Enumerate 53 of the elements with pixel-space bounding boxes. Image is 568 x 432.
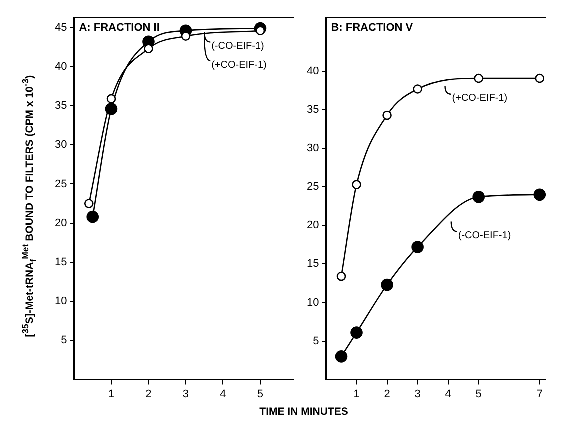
x-tick-label: 5: [257, 388, 264, 400]
x-tick-label: 7: [536, 388, 543, 400]
x-tick-label: 4: [220, 388, 226, 400]
legend-label: (+CO-EIF-1): [452, 93, 508, 104]
point: [474, 74, 484, 84]
point: [534, 188, 546, 201]
legend-label: (+CO-EIF-1): [212, 60, 267, 71]
y-tick-label: 30: [54, 139, 68, 152]
x-tick-label: 3: [414, 388, 421, 400]
point: [412, 241, 424, 254]
x-tick-label: 2: [384, 388, 390, 400]
x-tick-label: 1: [354, 388, 360, 400]
x-tick-label: 5: [476, 388, 482, 400]
x-tick-label: 1: [108, 388, 115, 400]
y-tick-label: 5: [61, 334, 68, 347]
point: [535, 74, 545, 84]
x-axis-title: TIME IN MINUTES: [258, 406, 350, 418]
point: [256, 26, 266, 36]
y-tick-label: 20: [306, 220, 320, 232]
point: [84, 199, 94, 208]
point: [106, 94, 116, 104]
y-tick-label: 35: [54, 100, 68, 112]
point: [352, 180, 362, 190]
point: [86, 210, 100, 224]
legend-label: (-CO-EIF-1): [212, 41, 264, 52]
point: [144, 44, 154, 54]
y-tick-label: 40: [306, 66, 320, 78]
point: [382, 110, 392, 120]
point: [472, 191, 485, 204]
y-tick-label: 5: [313, 335, 320, 348]
y-tick-label: 40: [54, 60, 68, 73]
y-tick-label: 25: [54, 178, 68, 190]
y-tick-label: 15: [54, 256, 68, 268]
y-tick-label: 10: [306, 296, 320, 309]
point: [381, 278, 394, 292]
y-tick-label: 10: [54, 296, 68, 308]
chart-title: B: FRACTION V: [331, 22, 414, 34]
y-tick-label: 45: [54, 22, 68, 34]
point: [335, 350, 348, 363]
x-tick-label: 2: [146, 388, 152, 400]
point: [336, 272, 346, 282]
x-tick-label: 3: [182, 388, 190, 400]
y-tick-label: 25: [306, 181, 320, 194]
y-tick-label: 15: [306, 258, 320, 270]
y-tick-label: 35: [306, 104, 320, 116]
chart-title: A: FRACTION II: [79, 22, 160, 34]
y-tick-label: 20: [54, 217, 68, 230]
y-tick-label: 30: [306, 142, 320, 155]
point: [181, 32, 191, 42]
point: [413, 84, 422, 94]
x-tick-label: 4: [445, 388, 452, 400]
legend-label: (-CO-EIF-1): [458, 230, 512, 242]
point: [350, 326, 363, 339]
